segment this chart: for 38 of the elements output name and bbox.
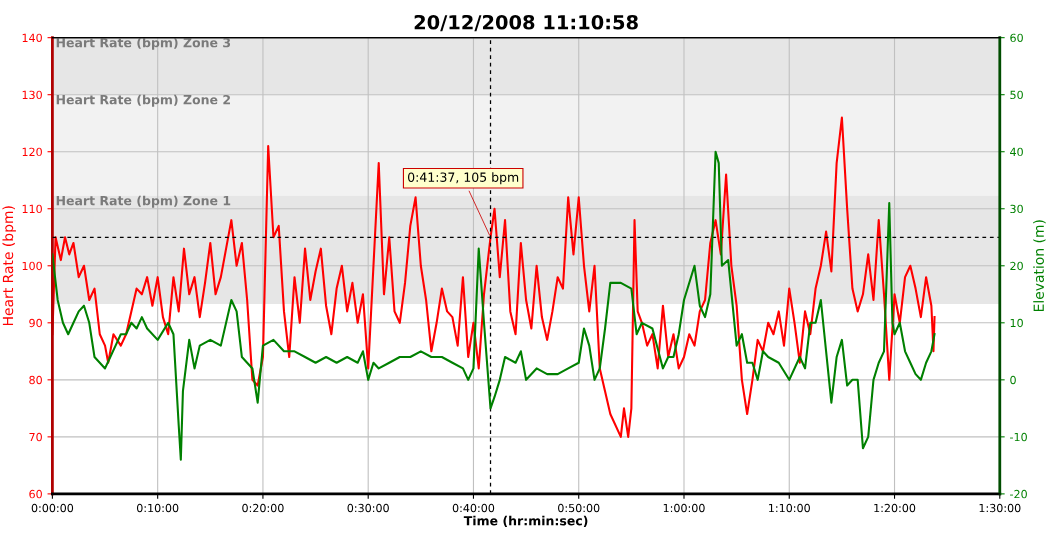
y2-tick-label: 30	[1010, 204, 1023, 214]
x-tick-label: 0:00:00	[31, 503, 74, 513]
y-tick-label: 90	[29, 318, 42, 328]
y2-tick-label: 10	[1010, 318, 1023, 328]
y2-tick-label: 50	[1010, 90, 1023, 100]
x-axis-title: Time (hr:min:sec)	[463, 515, 588, 527]
x-tick-label: 1:20:00	[874, 503, 916, 513]
y-tick-label: 60	[29, 489, 42, 499]
y-tick-label: 120	[22, 147, 42, 157]
x-tick-label: 0:30:00	[347, 503, 389, 513]
y2-tick-label: 0	[1010, 375, 1016, 385]
y2-tick-label: -20	[1010, 489, 1027, 499]
y-tick-label: 100	[22, 261, 42, 271]
x-tick-label: 0:20:00	[242, 503, 284, 513]
x-tick-label: 1:10:00	[769, 503, 810, 513]
band-label: Heart Rate (bpm) Zone 1	[56, 195, 231, 208]
y2-tick-label: -10	[1010, 432, 1027, 442]
y-tick-label: 130	[22, 90, 42, 100]
line-series	[52, 116, 936, 438]
x-tick-label: 1:00:00	[663, 503, 705, 513]
annotation: 0:41:37, 105 bpm	[408, 172, 519, 185]
y2-tick-label: 20	[1010, 261, 1023, 271]
y-tick-label: 80	[29, 375, 42, 385]
x-tick-label: 0:40:00	[452, 503, 495, 513]
x-tick-label: 0:10:00	[136, 503, 179, 513]
y-axis-title: Heart Rate (bpm)	[2, 206, 16, 326]
chart-title: 20/12/2008 11:10:58	[414, 14, 638, 32]
y-tick-label: 70	[29, 432, 42, 442]
band-label: Heart Rate (bpm) Zone 3	[56, 37, 231, 50]
y2-tick-label: 40	[1010, 147, 1023, 157]
x-tick-label: 1:30:00	[979, 503, 1021, 513]
line-series	[52, 150, 936, 461]
y2-axis-title: Elevation (m)	[1033, 220, 1046, 312]
y-tick-label: 140	[22, 33, 42, 43]
x-tick-label: 0:50:00	[558, 503, 600, 513]
band-label: Heart Rate (bpm) Zone 2	[56, 94, 230, 107]
y2-tick-label: 60	[1010, 33, 1023, 43]
y-tick-label: 110	[22, 204, 42, 214]
